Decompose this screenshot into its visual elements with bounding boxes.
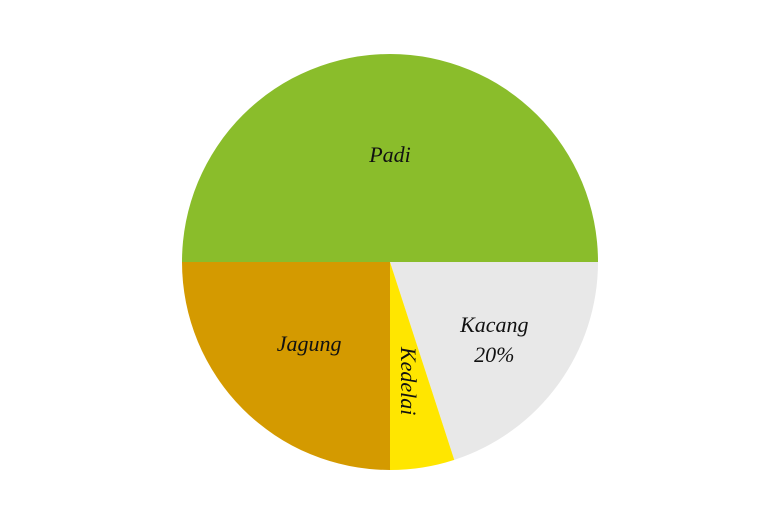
slice-label-padi: Padi: [368, 142, 411, 167]
slice-label-value: 20%: [474, 342, 514, 367]
pie-slice-kedelai: [390, 262, 455, 470]
slice-label-kacang: Kacang 20%: [459, 312, 528, 367]
pie-labels: Padi Kacang 20% Kedelai Jagung: [277, 142, 529, 416]
pie-slice-kacang: [390, 262, 598, 460]
pie-slices: [182, 54, 598, 470]
slice-label-kedelai: Kedelai: [396, 346, 421, 415]
slice-label-jagung: Jagung: [277, 331, 342, 356]
slice-label-name: Kacang: [459, 312, 528, 337]
pie-slice-jagung: [182, 262, 390, 470]
pie-slice-padi: [182, 54, 598, 262]
